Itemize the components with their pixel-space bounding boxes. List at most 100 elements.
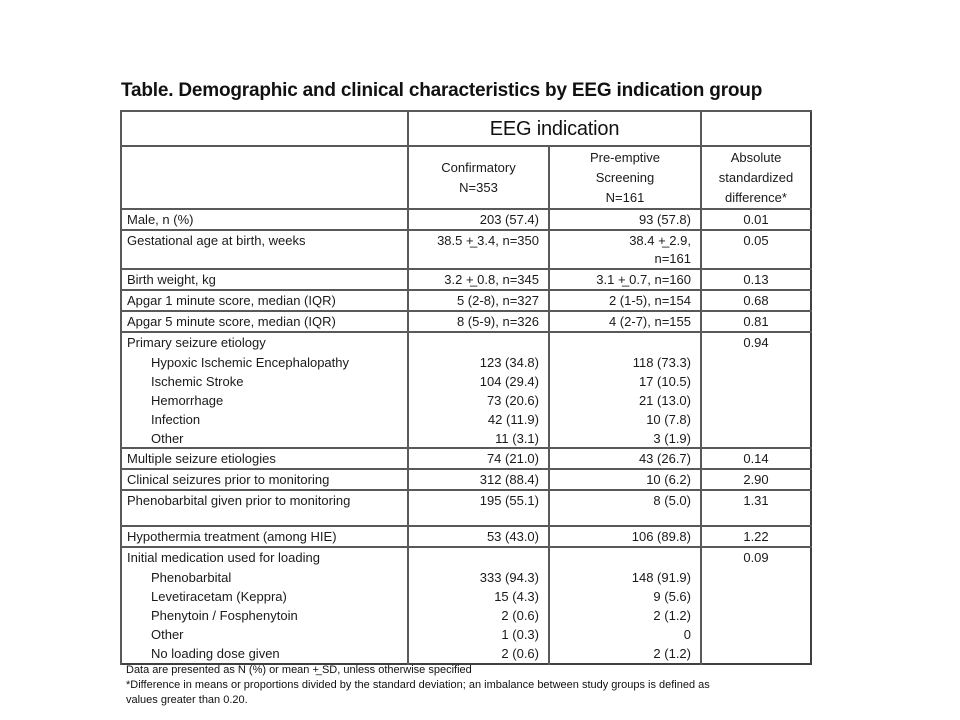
row-label: Male, n (%)	[120, 208, 408, 231]
confirmatory-value: 3.2 +̲ 0.8, n=345	[407, 267, 549, 290]
asd-value	[700, 428, 811, 449]
footnote-line: values greater than 0.20.	[126, 694, 248, 706]
preemptive-value: 0	[548, 625, 701, 645]
confirmatory-value: 104 (29.4)	[407, 371, 549, 391]
confirmatory-value: 42 (11.9)	[407, 409, 549, 429]
row-label: Phenobarbital	[120, 568, 408, 588]
group-header-label: EEG indication	[407, 110, 701, 146]
table-row: Ischemic Stroke 104 (29.4) 17 (10.5)	[120, 371, 811, 391]
asd-value	[700, 644, 811, 664]
preemptive-value: 3 (1.9)	[548, 428, 701, 449]
footnotes: Data are presented as N (%) or mean +̲ S…	[126, 663, 710, 708]
table-row: Levetiracetam (Keppra) 15 (4.3) 9 (5.6)	[120, 587, 811, 607]
row-label: Gestational age at birth, weeks	[120, 229, 408, 269]
table-row: Phenobarbital 333 (94.3) 148 (91.9)	[120, 568, 811, 588]
footnote-line: *Difference in means or proportions divi…	[126, 679, 710, 691]
row-label: Levetiracetam (Keppra)	[120, 587, 408, 607]
table-row: Apgar 5 minute score, median (IQR) 8 (5-…	[120, 309, 811, 332]
table-row: Phenytoin / Fosphenytoin 2 (0.6) 2 (1.2)	[120, 606, 811, 626]
table-row: Other 11 (3.1) 3 (1.9)	[120, 428, 811, 449]
confirmatory-value: 73 (20.6)	[407, 390, 549, 410]
confirmatory-value: 195 (55.1)	[407, 489, 549, 527]
row-label: Phenytoin / Fosphenytoin	[120, 606, 408, 626]
asd-value: 2.90	[700, 468, 811, 491]
characteristics-table: EEG indication Confirmatory N=353 Pre-em…	[120, 110, 812, 665]
row-label: Clinical seizures prior to monitoring	[120, 468, 408, 491]
asd-value	[700, 587, 811, 607]
table-row: Male, n (%) 203 (57.4) 93 (57.8) 0.01	[120, 208, 811, 231]
asd-value: 0.68	[700, 288, 811, 311]
asd-value: 0.14	[700, 447, 811, 470]
column-header-preemptive: Pre-emptive Screening N=161	[548, 144, 701, 210]
preemptive-value: 106 (89.8)	[548, 525, 701, 548]
page-title: Table. Demographic and clinical characte…	[121, 80, 763, 101]
confirmatory-value: 5 (2-8), n=327	[407, 288, 549, 311]
asd-value: 1.22	[700, 525, 811, 548]
preemptive-value: 148 (91.9)	[548, 568, 701, 588]
confirmatory-value: 15 (4.3)	[407, 587, 549, 607]
row-label: No loading dose given	[120, 644, 408, 664]
table-row: Phenobarbital given prior to monitoring …	[120, 489, 811, 527]
asd-value: 0.81	[700, 309, 811, 332]
preemptive-value: 93 (57.8)	[548, 208, 701, 231]
preemptive-value: 21 (13.0)	[548, 390, 701, 410]
row-label: Infection	[120, 409, 408, 429]
row-label: Hemorrhage	[120, 390, 408, 410]
asd-value: 1.31	[700, 489, 811, 527]
row-label: Primary seizure etiology	[120, 330, 408, 353]
table-row: Apgar 1 minute score, median (IQR) 5 (2-…	[120, 288, 811, 311]
confirmatory-value	[407, 330, 549, 353]
table-row: Birth weight, kg 3.2 +̲ 0.8, n=345 3.1 +…	[120, 267, 811, 290]
confirmatory-value: 1 (0.3)	[407, 625, 549, 645]
asd-value	[700, 390, 811, 410]
table-row: Gestational age at birth, weeks 38.5 +̲ …	[120, 229, 811, 269]
row-label: Hypothermia treatment (among HIE)	[120, 525, 408, 548]
confirmatory-value: 2 (0.6)	[407, 644, 549, 664]
table-row: Clinical seizures prior to monitoring 31…	[120, 468, 811, 491]
preemptive-value: 2 (1.2)	[548, 644, 701, 664]
preemptive-value: 118 (73.3)	[548, 352, 701, 372]
table-row: Infection 42 (11.9) 10 (7.8)	[120, 409, 811, 429]
preemptive-value: 2 (1-5), n=154	[548, 288, 701, 311]
preemptive-value: 38.4 +̲ 2.9, n=161	[548, 229, 701, 269]
preemptive-value: 10 (7.8)	[548, 409, 701, 429]
table-row: Hypoxic Ischemic Encephalopathy 123 (34.…	[120, 352, 811, 372]
asd-value: 0.09	[700, 546, 811, 569]
preemptive-value: 4 (2-7), n=155	[548, 309, 701, 332]
asd-value	[700, 568, 811, 588]
asd-value	[700, 625, 811, 645]
column-header-asd: Absolute standardized difference*	[700, 144, 811, 210]
confirmatory-value: 333 (94.3)	[407, 568, 549, 588]
preemptive-value	[548, 546, 701, 569]
confirmatory-value: 8 (5-9), n=326	[407, 309, 549, 332]
confirmatory-value: 203 (57.4)	[407, 208, 549, 231]
asd-value: 0.05	[700, 229, 811, 269]
asd-value: 0.94	[700, 330, 811, 353]
preemptive-value	[548, 330, 701, 353]
preemptive-value: 8 (5.0)	[548, 489, 701, 527]
confirmatory-value: 11 (3.1)	[407, 428, 549, 449]
row-label: Hypoxic Ischemic Encephalopathy	[120, 352, 408, 372]
group-header-row: EEG indication	[120, 110, 811, 146]
empty-header-cell	[700, 110, 811, 146]
confirmatory-value: 74 (21.0)	[407, 447, 549, 470]
row-label: Phenobarbital given prior to monitoring	[120, 489, 408, 527]
table-row: Hypothermia treatment (among HIE) 53 (43…	[120, 525, 811, 548]
empty-label-header-cell	[120, 144, 408, 210]
confirmatory-value	[407, 546, 549, 569]
table-row-section: Primary seizure etiology 0.94	[120, 330, 811, 353]
asd-value	[700, 371, 811, 391]
row-label: Apgar 1 minute score, median (IQR)	[120, 288, 408, 311]
confirmatory-value: 312 (88.4)	[407, 468, 549, 491]
table-row: Multiple seizure etiologies 74 (21.0) 43…	[120, 447, 811, 470]
footnote-line: Data are presented as N (%) or mean +̲ S…	[126, 664, 472, 676]
asd-value	[700, 409, 811, 429]
preemptive-value: 9 (5.6)	[548, 587, 701, 607]
asd-value: 0.13	[700, 267, 811, 290]
preemptive-value: 2 (1.2)	[548, 606, 701, 626]
preemptive-value: 17 (10.5)	[548, 371, 701, 391]
row-label: Initial medication used for loading	[120, 546, 408, 569]
row-label: Birth weight, kg	[120, 267, 408, 290]
row-label: Apgar 5 minute score, median (IQR)	[120, 309, 408, 332]
empty-corner-cell	[120, 110, 408, 146]
